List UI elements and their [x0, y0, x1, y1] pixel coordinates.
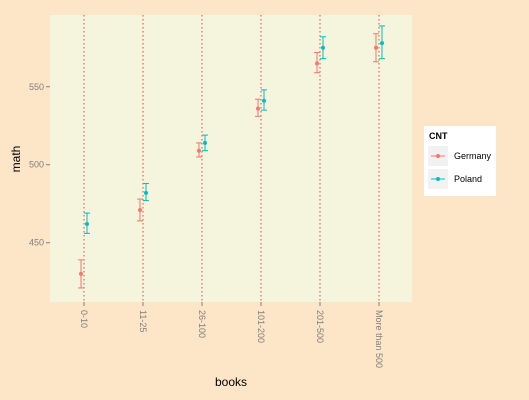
legend-marker [436, 154, 440, 158]
plot-panel [50, 15, 412, 302]
x-tick-label: 201-500 [315, 310, 325, 343]
legend-label: Germany [454, 151, 492, 161]
y-tick-label: 450 [29, 238, 44, 248]
x-tick-label: 11-25 [138, 310, 148, 332]
data-point [203, 140, 207, 145]
data-point [138, 207, 142, 212]
y-tick-label: 500 [29, 160, 44, 170]
data-point [197, 148, 201, 153]
series-layer [78, 25, 385, 289]
data-point [256, 106, 260, 111]
data-point [380, 41, 384, 46]
data-point [79, 271, 83, 276]
x-tick-label: More than 500 [374, 310, 384, 368]
y-axis-title: math [9, 146, 23, 173]
x-axis-title: books [215, 375, 247, 389]
data-point [144, 190, 148, 195]
data-point [321, 45, 325, 50]
x-tick-label: 101-200 [256, 310, 266, 343]
legend-title: CNT [429, 131, 448, 141]
y-axis: 450 500 550 [29, 82, 50, 248]
x-axis: 0-10 11-25 26-100 101-200 201-500 More than 5… [79, 302, 384, 368]
legend-marker [436, 177, 440, 181]
data-point [262, 98, 266, 103]
data-point [85, 222, 89, 227]
data-point [315, 61, 319, 66]
legend-label: Poland [454, 174, 482, 184]
data-point [374, 45, 378, 50]
x-tick-label: 26-100 [197, 310, 207, 338]
legend: CNT Germany Poland [424, 126, 496, 196]
legend-items: Germany Poland [428, 146, 492, 189]
y-tick-label: 550 [29, 82, 44, 92]
x-tick-label: 0-10 [79, 310, 89, 328]
